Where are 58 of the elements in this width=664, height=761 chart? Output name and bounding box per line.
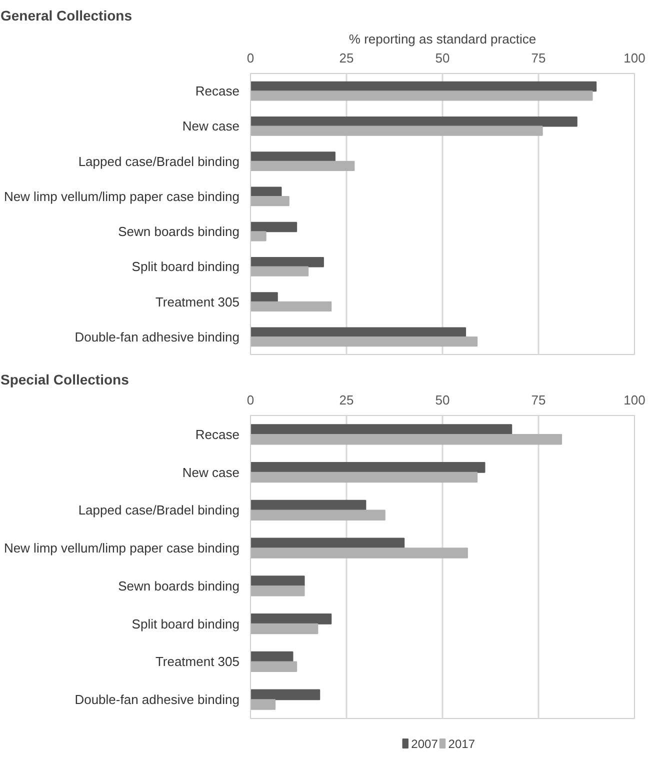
text: General Collections xyxy=(0,8,132,24)
y-tick-label: Sewn boards binding xyxy=(118,224,240,240)
y-tick-label: Double-fan adhesive binding xyxy=(74,329,240,344)
bar xyxy=(250,538,405,549)
x-tick-label: 25 xyxy=(339,50,354,66)
y-tick-label: Split board binding xyxy=(132,616,240,632)
bar xyxy=(250,301,332,312)
y-tick-label: Double-fan adhesive binding xyxy=(74,692,240,708)
bar xyxy=(250,424,512,435)
bar xyxy=(250,585,305,596)
x-tick-label: 25 xyxy=(339,392,354,408)
legend-label: 2017 xyxy=(448,737,476,751)
x-tick-label: 75 xyxy=(531,50,546,66)
bar xyxy=(250,623,318,634)
bar xyxy=(250,160,355,171)
y-tick-label: Treatment 305 xyxy=(155,294,240,310)
y-tick-label: New case xyxy=(182,464,240,480)
bar xyxy=(250,222,298,232)
bar xyxy=(250,689,320,700)
bar xyxy=(250,116,578,127)
bar xyxy=(250,576,305,586)
bar xyxy=(250,434,562,445)
y-tick-label: Recase xyxy=(195,426,240,442)
y-tick-label: Treatment 305 xyxy=(155,654,240,670)
y-tick-label: Split board binding xyxy=(132,259,240,274)
bar xyxy=(250,231,266,242)
bar xyxy=(250,548,468,558)
x-tick-label: 100 xyxy=(624,392,646,408)
y-tick-label: Sewn boards binding xyxy=(118,578,240,594)
x-tick-label: 75 xyxy=(531,392,546,408)
bar xyxy=(250,196,290,206)
bar xyxy=(250,462,486,473)
x-tick-label: 0 xyxy=(246,50,254,66)
bar xyxy=(250,90,593,101)
x-axis-title: % reporting as standard practice xyxy=(348,32,536,46)
bar xyxy=(250,661,298,672)
bar xyxy=(250,336,478,347)
bar xyxy=(250,510,386,521)
x-tick-label: 50 xyxy=(435,392,450,408)
x-tick-label: 0 xyxy=(246,392,254,408)
bar xyxy=(250,292,278,302)
x-tick-label: 100 xyxy=(624,50,646,66)
bar xyxy=(250,257,324,268)
bar xyxy=(250,472,478,483)
y-tick-label: New case xyxy=(182,118,240,134)
bar xyxy=(250,152,336,162)
x-tick-label: 50 xyxy=(435,50,450,66)
y-tick-label: New limp vellum/limp paper case binding xyxy=(4,540,240,556)
y-tick-label: Recase xyxy=(195,84,240,99)
y-tick-label: New limp vellum/limp paper case binding xyxy=(4,188,240,204)
bar xyxy=(250,126,543,136)
bar xyxy=(250,613,332,624)
legend-label: 2007 xyxy=(411,737,438,751)
y-tick-label: Lapped case/Bradel binding xyxy=(78,154,240,169)
bar xyxy=(250,699,276,710)
y-tick-label: Lapped case/Bradel binding xyxy=(78,502,240,518)
text: Special Collections xyxy=(0,372,130,388)
bar xyxy=(250,266,309,276)
